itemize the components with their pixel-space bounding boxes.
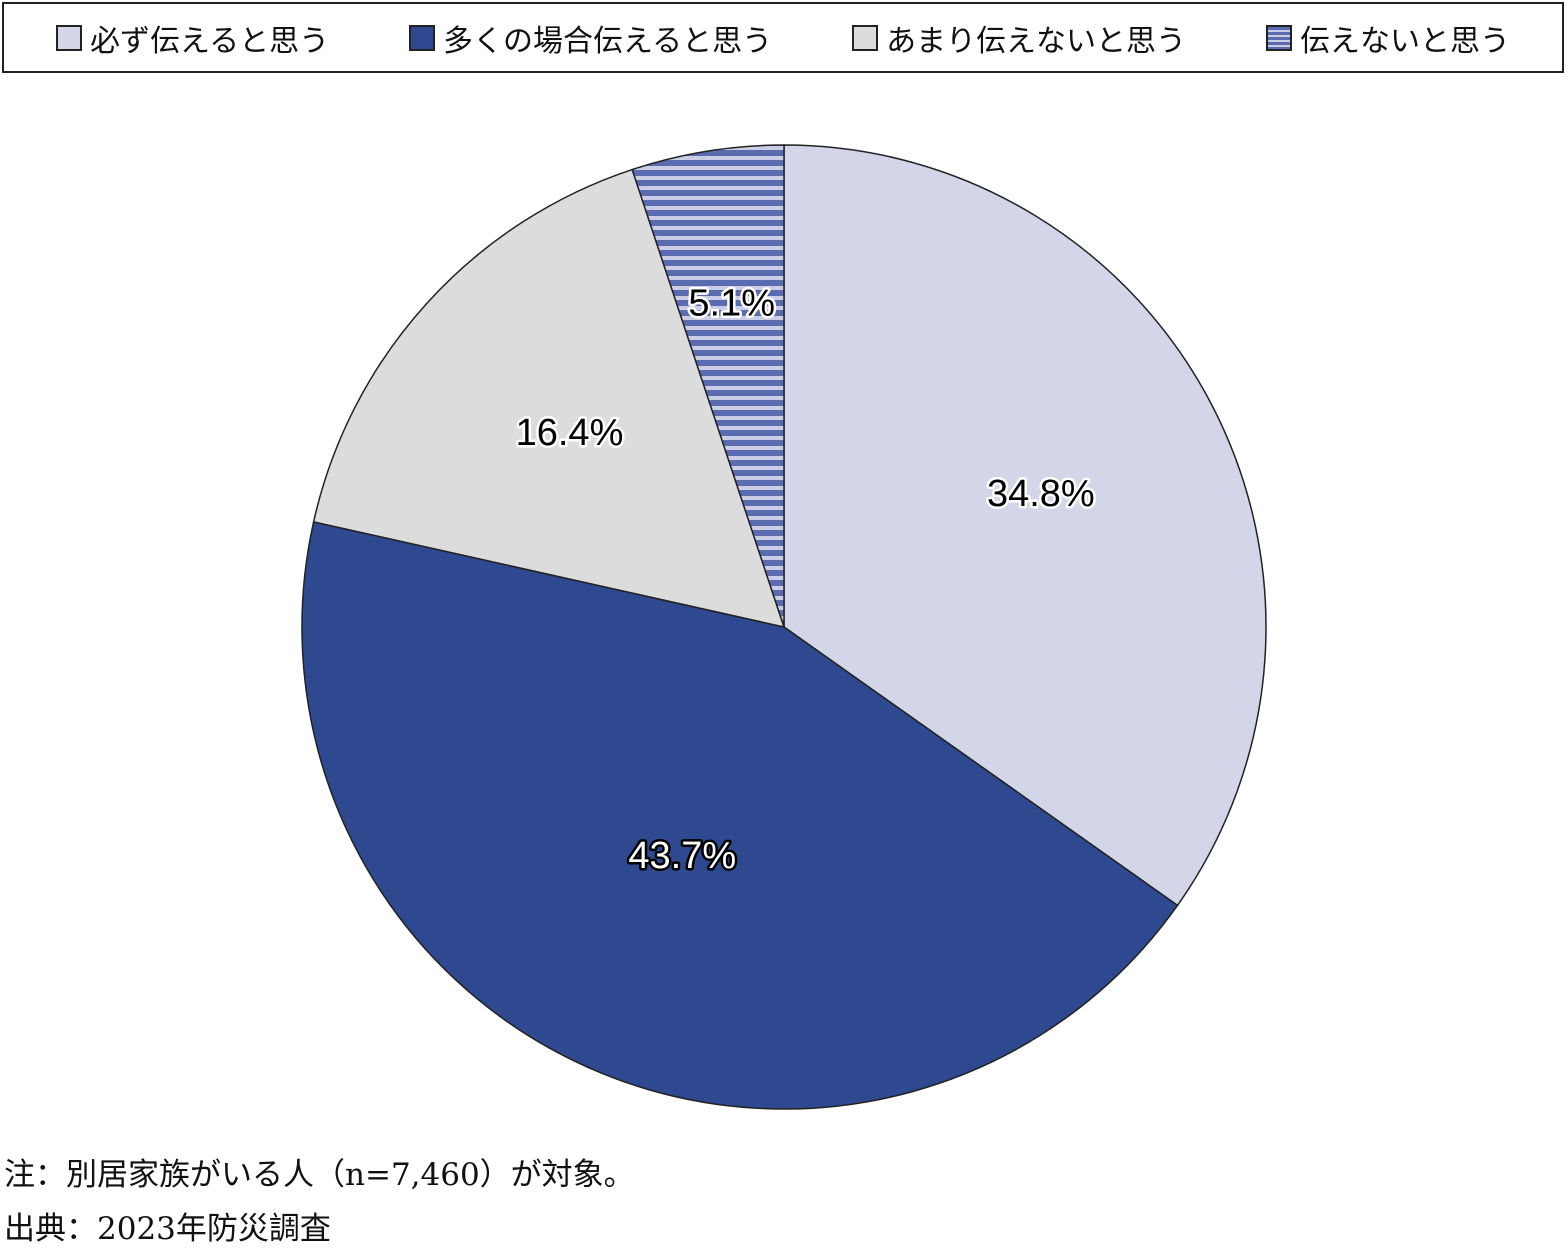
legend-swatch-always [55,24,82,51]
legend: 必ず伝えると思う 多くの場合伝えると思う あまり伝えないと思う 伝えないと思う [2,2,1564,73]
slice-never [631,144,785,628]
legend-swatch-mostly [409,24,436,51]
slice-always [783,144,1267,907]
legend-label-mostly: 多くの場合伝えると思う [443,23,773,59]
slice-always-label: 34.8% [987,473,1095,515]
slice-rarely [312,168,786,629]
note-text: 注：別居家族がいる人（n=7,460）が対象。 [4,1157,635,1193]
slice-never-label: 5.1% [688,282,775,324]
legend-item-never: 伝えないと思う [1266,16,1510,60]
legend-swatch-rarely [852,24,879,51]
source-text: 出典：2023年防災調査 [4,1211,331,1247]
legend-item-rarely: あまり伝えないと思う [852,16,1186,60]
legend-label-always: 必ず伝えると思う [89,23,330,59]
legend-item-mostly: 多くの場合伝えると思う [409,16,772,60]
slice-mostly-label: 43.7% [628,835,736,877]
legend-label-rarely: あまり伝えないと思う [886,23,1187,59]
slice-mostly [301,520,1179,1110]
pie-chart: 34.8% 43.7% 16.4% 5.1% [301,144,1267,1110]
legend-item-always: 必ず伝えると思う [55,16,330,60]
footnotes: 注：別居家族がいる人（n=7,460）が対象。 出典：2023年防災調査 [4,1148,635,1256]
slice-rarely-label: 16.4% [516,412,624,454]
legend-swatch-never [1266,24,1292,51]
legend-label-never: 伝えないと思う [1300,23,1510,59]
